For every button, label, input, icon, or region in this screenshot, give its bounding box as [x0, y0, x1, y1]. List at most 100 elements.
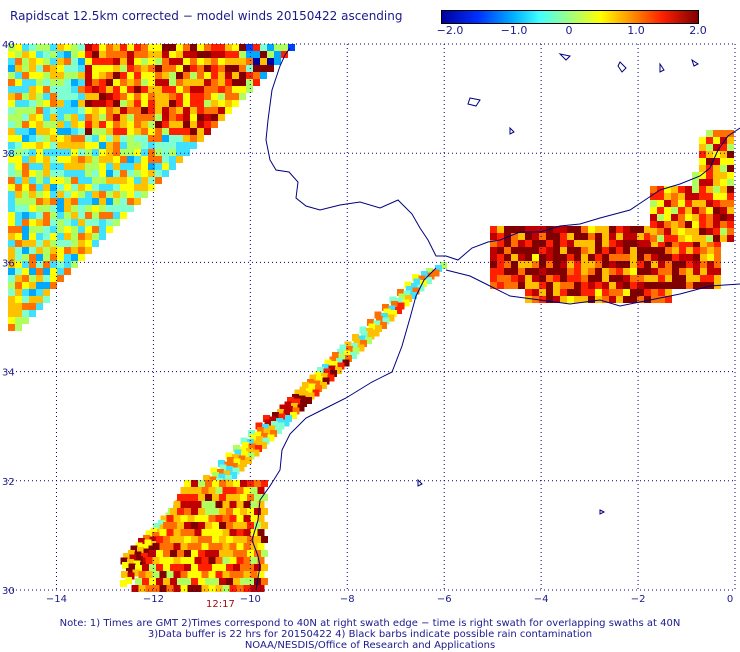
wind-cell [713, 207, 720, 214]
wind-cell [574, 254, 581, 261]
wind-cell [194, 487, 202, 494]
wind-cell [664, 186, 671, 193]
wind-cell [208, 529, 216, 536]
wind-cell [43, 275, 50, 282]
wind-cell [141, 149, 148, 156]
wind-cell [166, 557, 174, 564]
wind-cell [36, 219, 43, 226]
wind-cell [243, 501, 251, 508]
wind-cell [233, 578, 240, 585]
wind-cell [142, 544, 149, 551]
wind-cell [616, 282, 623, 289]
wind-cell [301, 391, 308, 398]
wind-cell [504, 247, 511, 254]
wind-cell [532, 226, 539, 233]
wind-cell [127, 44, 134, 51]
wind-cell [113, 121, 120, 128]
wind-cell [560, 226, 567, 233]
wind-cell [490, 226, 497, 233]
wind-cell [699, 200, 706, 207]
wind-cell [630, 289, 637, 296]
wind-cell [142, 564, 149, 571]
wind-cell [71, 198, 78, 205]
wind-cell [233, 508, 240, 515]
wind-cell [43, 247, 50, 254]
wind-cell [218, 473, 226, 481]
wind-cell [208, 543, 216, 550]
wind-cell [650, 200, 657, 207]
wind-cell [57, 93, 64, 100]
wind-cell [630, 240, 637, 247]
wind-cell [180, 543, 188, 550]
wind-cell [43, 289, 50, 296]
wind-cell [525, 275, 532, 282]
wind-cell [240, 494, 247, 501]
wind-cell [177, 508, 184, 515]
wind-cell [320, 382, 327, 389]
wind-cell [692, 179, 699, 186]
wind-cell [560, 282, 567, 289]
wind-cell [264, 419, 272, 427]
wind-cell [305, 397, 312, 404]
wind-cell [187, 571, 195, 578]
wind-cell [127, 170, 134, 177]
wind-cell [678, 207, 685, 214]
wind-cell [616, 233, 623, 240]
wind-cell [15, 184, 22, 191]
wind-cell [616, 268, 623, 275]
wind-cell [43, 240, 50, 247]
wind-cell [248, 430, 255, 437]
wind-cell [120, 135, 127, 142]
wind-cell [36, 226, 43, 233]
wind-cell [36, 177, 43, 184]
wind-cell [343, 350, 351, 358]
wind-cell [92, 44, 99, 51]
island-4 [467, 97, 481, 107]
wind-cell [64, 240, 71, 247]
wind-cell [232, 93, 239, 100]
wind-cell [602, 240, 609, 247]
wind-cell [595, 268, 602, 275]
wind-cell [254, 480, 261, 487]
wind-cell [64, 114, 71, 121]
wind-cell [727, 144, 734, 151]
wind-cell [260, 51, 267, 58]
wind-cell [252, 449, 260, 457]
wind-cell [226, 550, 233, 557]
wind-cell [197, 121, 204, 128]
wind-cell [36, 191, 43, 198]
wind-cell [418, 275, 426, 283]
wind-cell [71, 86, 78, 93]
wind-cell [99, 177, 106, 184]
wind-cell [36, 170, 43, 177]
wind-cell [8, 100, 15, 107]
wind-cell [57, 205, 64, 212]
wind-cell [163, 522, 170, 529]
wind-cell [490, 275, 497, 282]
wind-cell [85, 212, 92, 219]
wind-cell [180, 585, 188, 592]
wind-cell [346, 346, 353, 353]
wind-cell [671, 193, 678, 200]
wind-cell [616, 247, 623, 254]
wind-cell [602, 254, 609, 261]
wind-cell [159, 557, 167, 564]
wind-cell [229, 585, 237, 592]
wind-cell [78, 128, 85, 135]
wind-cell [113, 44, 120, 51]
wind-cell [539, 296, 546, 303]
wind-cell [308, 383, 316, 391]
wind-cell [693, 275, 700, 282]
colorbar-label-min: −2.0 [436, 24, 464, 37]
wind-cell [106, 79, 113, 86]
wind-cell [720, 186, 727, 193]
wind-cell [190, 142, 197, 149]
wind-cell [113, 191, 120, 198]
wind-cell [342, 359, 350, 367]
wind-cell [713, 144, 720, 151]
wind-cell [113, 128, 120, 135]
wind-cell [671, 214, 678, 221]
wind-cell [22, 191, 29, 198]
wind-cell [36, 128, 43, 135]
wind-cell [78, 51, 85, 58]
